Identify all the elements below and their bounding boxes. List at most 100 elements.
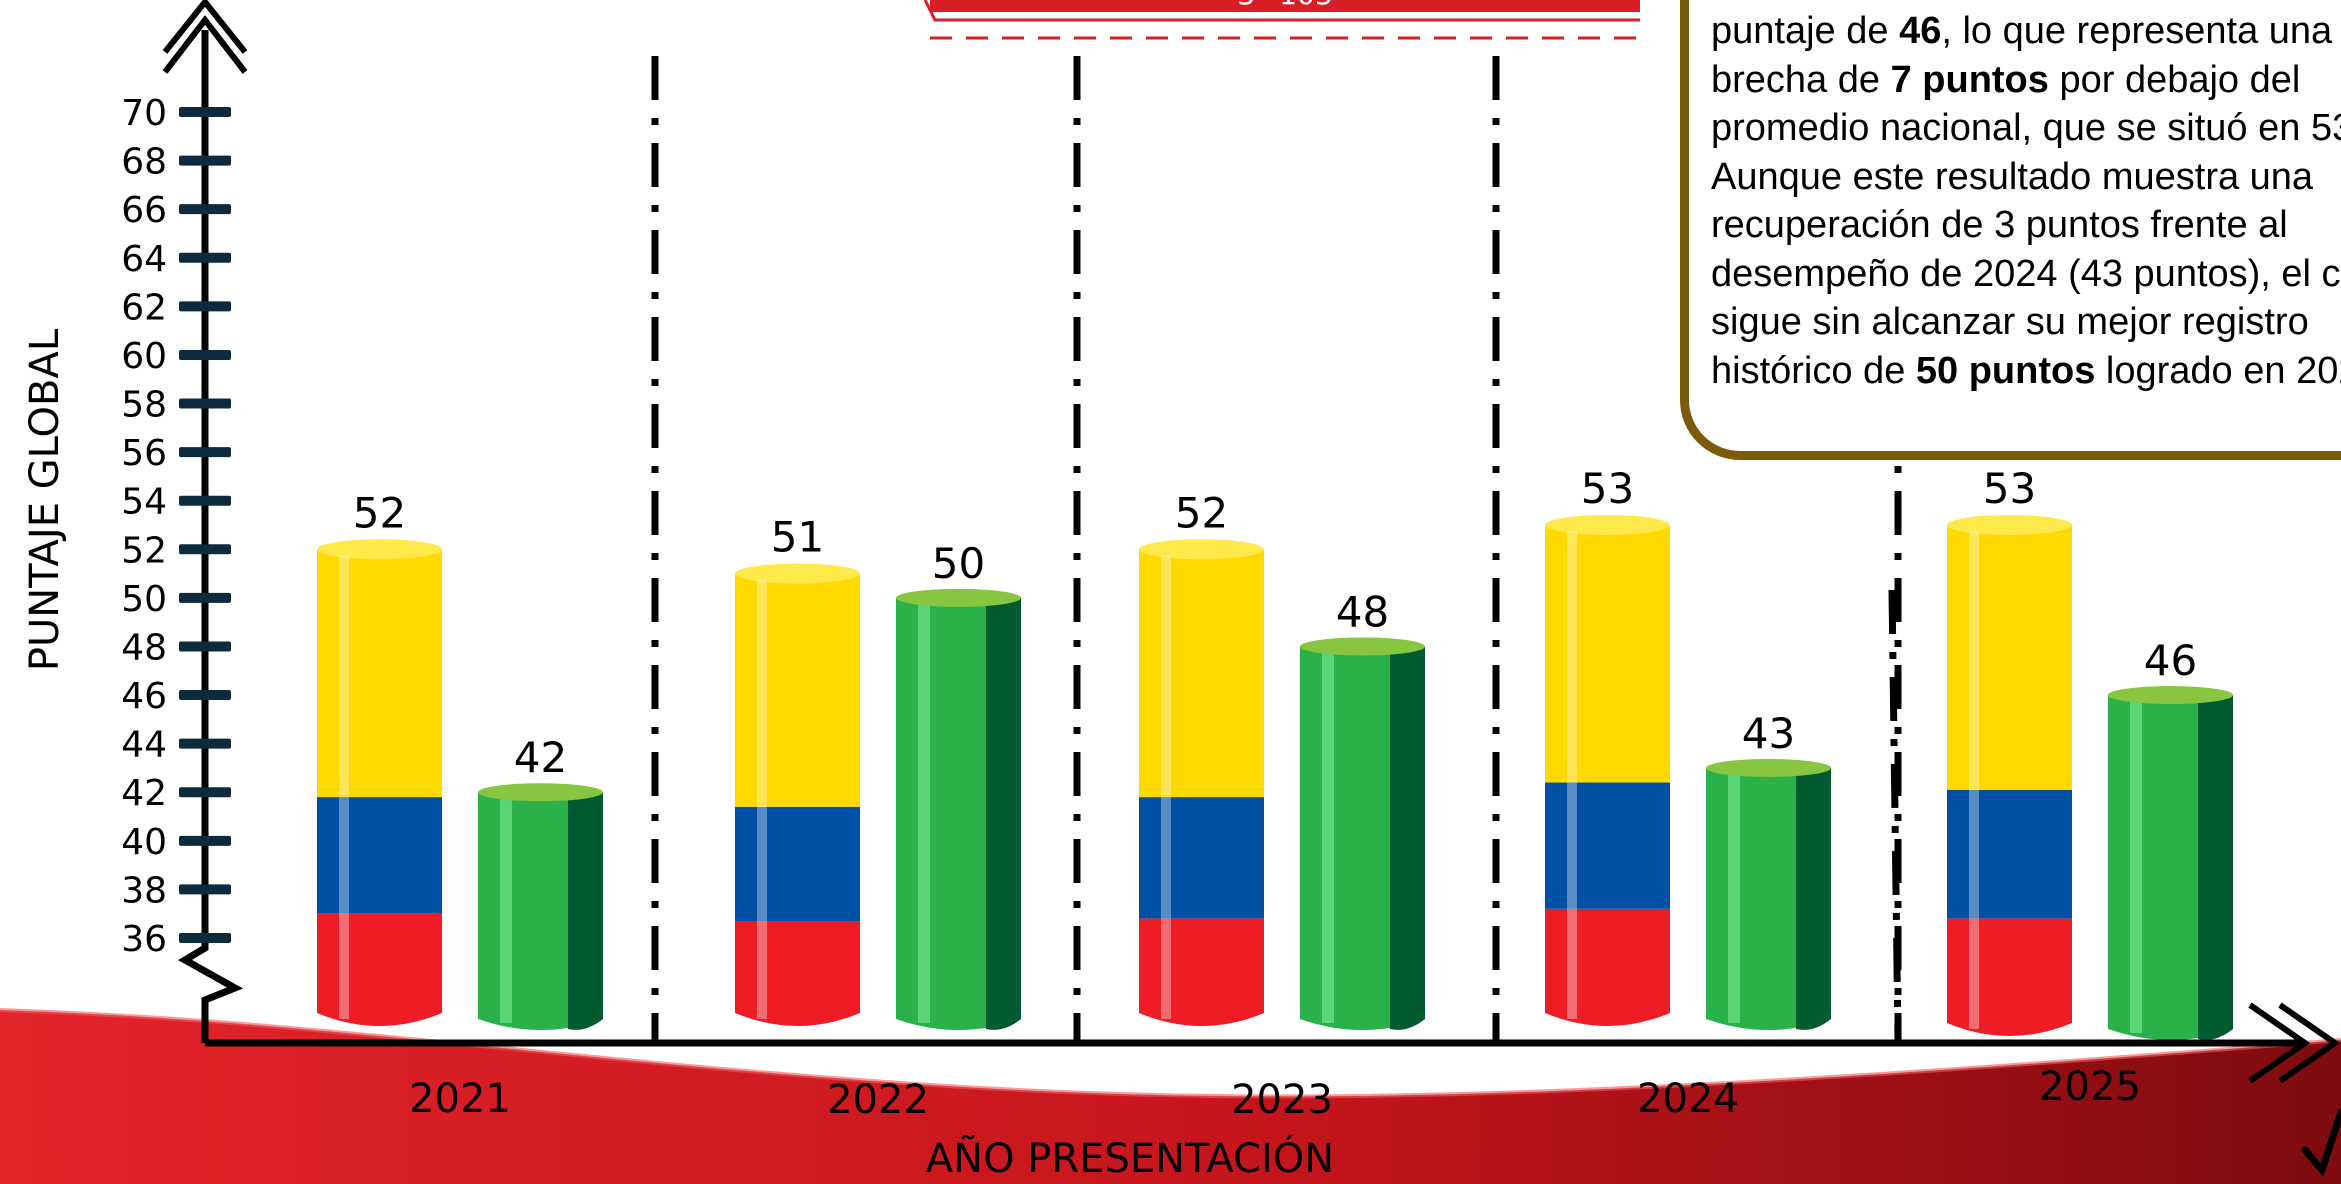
y-axis-arrow-inner — [162, 0, 248, 54]
y-tick — [179, 447, 231, 458]
bar-flag-blue — [1139, 797, 1264, 919]
y-tick — [179, 252, 231, 263]
y-tick-label: 48 — [121, 627, 167, 668]
bar-value-label: 53 — [1983, 464, 2036, 513]
bar-value-label: 52 — [353, 488, 406, 537]
y-tick — [179, 495, 231, 506]
bar-green-top — [896, 588, 1021, 607]
y-axis: 36 38 40 42 44 46 48 50 52 54 56 58 60 62 64 66 68 70 — [121, 0, 248, 1043]
x-tick-label: 2021 — [409, 1076, 511, 1122]
bar-value-label: 48 — [1336, 587, 1389, 636]
note-highlight: 46 — [1899, 10, 1942, 52]
y-tick — [179, 398, 231, 409]
bar-flag-red — [317, 913, 442, 1026]
y-tick-label: 38 — [121, 870, 167, 911]
bar-green-shine — [2130, 701, 2142, 1033]
y-tick — [179, 690, 231, 701]
bar-green-shine — [500, 798, 512, 1023]
y-tick — [179, 155, 231, 166]
banner-text: 3°-103 — [1237, 0, 1332, 11]
bar-green-shine — [1322, 652, 1334, 1023]
bar-green-shade — [2198, 695, 2233, 1040]
year-divider-2025 — [1888, 589, 1902, 1041]
note-segment: por debajo del promedio nacional, que se… — [1711, 58, 2341, 392]
y-tick — [179, 787, 231, 798]
note-segment: , lo que representa una brecha de — [1711, 10, 2333, 101]
bar-flag-top — [1545, 515, 1670, 535]
y-tick-label: 66 — [121, 190, 167, 231]
note-segment: puntaje de — [1711, 10, 1900, 52]
summary-note: puntaje de 46, lo que representa una bre… — [1680, 0, 2341, 460]
bar-flag-top — [317, 539, 442, 560]
x-tick-label: 2022 — [827, 1077, 929, 1123]
bar-green-top — [1300, 637, 1425, 656]
banner: 3°-103 — [923, 0, 1640, 40]
x-tick-label: 2024 — [1637, 1076, 1739, 1122]
x-axis: 2021 2022 2023 2024 2025 — [205, 1002, 2341, 1123]
bar-value-label: 42 — [514, 733, 567, 782]
bar-value-label: 53 — [1581, 464, 1634, 513]
y-tick — [179, 204, 231, 215]
bar-value-label: 50 — [932, 539, 985, 588]
bars-group — [317, 515, 2233, 1040]
y-tick-label: 62 — [121, 287, 167, 328]
year-dividers — [651, 56, 1902, 1041]
x-tick-label: 2023 — [1231, 1077, 1333, 1123]
y-tick-label: 60 — [121, 336, 167, 377]
check-icon — [2301, 1108, 2341, 1178]
bar-flag-yellow — [1947, 525, 2072, 790]
bar-flag-yellow — [735, 573, 860, 807]
bar-green-top — [2108, 686, 2233, 705]
bar-flag-yellow — [317, 549, 442, 798]
bar-green-shade — [986, 597, 1021, 1030]
y-tick-label: 68 — [121, 142, 167, 183]
y-tick-label: 56 — [121, 433, 167, 474]
bar-flag-shine — [1567, 531, 1577, 1019]
y-tick — [179, 738, 231, 749]
y-tick — [179, 544, 231, 555]
bar-flag-red — [1947, 918, 2072, 1036]
bar-value-label: 52 — [1175, 488, 1228, 537]
y-tick-label: 64 — [121, 239, 167, 280]
y-tick-label: 52 — [121, 530, 167, 571]
bar-green-shade — [1390, 646, 1425, 1030]
bar-flag-top — [1139, 539, 1264, 560]
note-segment: logrado en 2022. — [2105, 349, 2341, 392]
bar-flag-red — [735, 920, 860, 1026]
y-tick-label: 40 — [121, 822, 167, 863]
bar-flag-top — [1947, 515, 2072, 535]
bar-flag-blue — [1947, 789, 2072, 919]
y-tick — [179, 835, 231, 846]
bar-green-top — [478, 783, 603, 802]
y-tick-label: 50 — [121, 579, 167, 620]
bar-flag-top — [735, 563, 860, 584]
note-highlight: 50 puntos — [1915, 349, 2096, 392]
summary-note-text: puntaje de 46, lo que representa una bre… — [1711, 0, 2341, 395]
bar-value-label: 51 — [771, 513, 824, 562]
y-axis-arrow-outer — [162, 15, 248, 74]
bar-green-top — [1706, 758, 1831, 777]
y-axis-title: PUNTAJE GLOBAL — [22, 328, 68, 671]
bar-value-label: 46 — [2144, 636, 2197, 685]
y-tick-label: 36 — [121, 919, 167, 960]
bar-flag-blue — [1545, 782, 1670, 909]
x-tick-label: 2025 — [2039, 1064, 2141, 1110]
y-tick-label: 58 — [121, 385, 167, 426]
bar-flag-red — [1545, 908, 1670, 1026]
bar-flag-shine — [1969, 531, 1979, 1029]
y-tick — [179, 592, 231, 603]
bar-green-shine — [1728, 773, 1740, 1023]
y-tick — [179, 301, 231, 312]
y-tick — [179, 349, 231, 360]
bar-labels: 52 42 51 50 52 48 53 43 53 46 — [353, 464, 2197, 782]
bar-green-shade — [568, 792, 603, 1030]
bar-flag-shine — [757, 579, 767, 1019]
bar-value-label: 43 — [1742, 709, 1795, 758]
y-tick-label: 54 — [121, 482, 167, 523]
bar-green-shade — [1796, 767, 1831, 1030]
bottom-wave-highlight — [0, 1008, 2341, 1099]
x-axis-arrow-inner — [2248, 1002, 2311, 1084]
bar-flag-blue — [735, 806, 860, 921]
note-highlight: 7 puntos — [1890, 58, 2049, 101]
